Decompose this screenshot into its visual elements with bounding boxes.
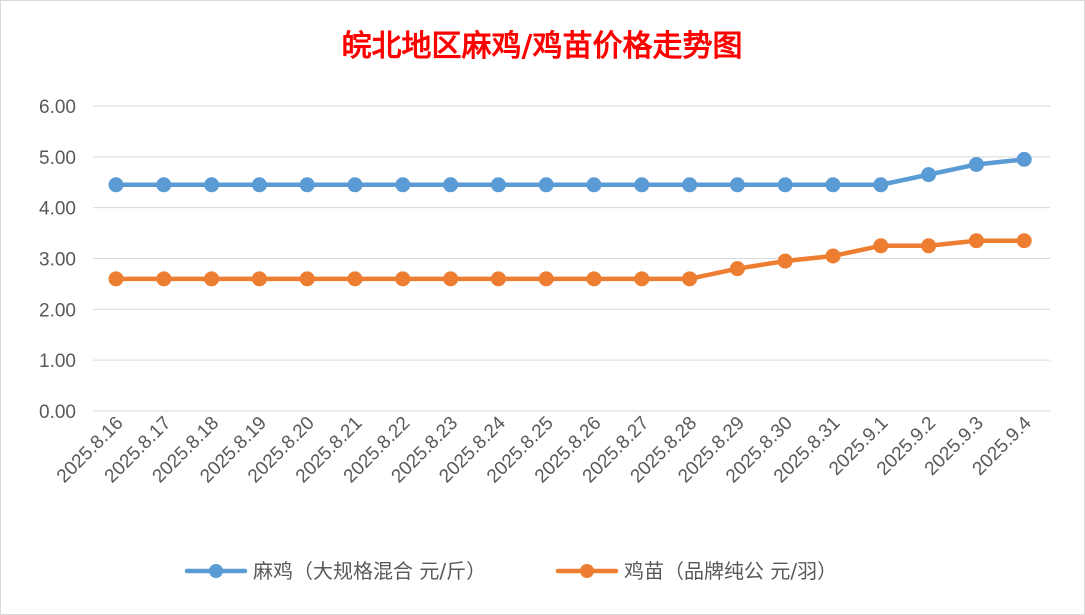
data-point xyxy=(825,177,841,193)
data-point xyxy=(538,271,554,287)
data-point xyxy=(251,177,267,193)
data-point xyxy=(777,253,793,269)
data-point xyxy=(538,177,554,193)
data-point xyxy=(156,271,172,287)
legend-label-2: 鸡苗（品牌纯公 元/羽） xyxy=(624,559,837,583)
data-point xyxy=(204,271,220,287)
data-point xyxy=(204,177,220,193)
y-tick-label: 6.00 xyxy=(39,97,76,118)
gridlines xyxy=(93,105,1050,412)
y-tick-label: 0.00 xyxy=(39,402,76,423)
data-point xyxy=(682,177,698,193)
legend-marker-1 xyxy=(209,564,223,578)
data-point xyxy=(634,177,650,193)
data-point xyxy=(1016,151,1032,167)
data-point xyxy=(682,271,698,287)
y-tick-label: 1.00 xyxy=(39,351,76,372)
data-point xyxy=(921,167,937,183)
data-point xyxy=(921,238,937,254)
y-tick-label: 5.00 xyxy=(39,148,76,169)
series-layer xyxy=(108,151,1032,287)
data-point xyxy=(156,177,172,193)
data-point xyxy=(443,177,459,193)
data-point xyxy=(347,271,363,287)
data-point xyxy=(490,271,506,287)
x-axis-ticks: 2025.8.162025.8.172025.8.182025.8.192025… xyxy=(53,412,1036,487)
data-point xyxy=(968,233,984,249)
series-line-2 xyxy=(113,238,1027,282)
data-point xyxy=(395,177,411,193)
data-point xyxy=(729,261,745,277)
data-point xyxy=(347,177,363,193)
data-point xyxy=(251,271,267,287)
y-tick-label: 3.00 xyxy=(39,250,76,271)
data-point xyxy=(443,271,459,287)
data-point xyxy=(299,271,315,287)
data-point xyxy=(395,271,411,287)
legend-label-1: 麻鸡（大规格混合 元/斤） xyxy=(253,559,486,583)
data-point xyxy=(873,238,889,254)
data-point xyxy=(729,177,745,193)
data-point xyxy=(825,248,841,264)
y-tick-label: 2.00 xyxy=(39,300,76,321)
data-point xyxy=(777,177,793,193)
data-point xyxy=(1016,233,1032,249)
legend: 麻鸡（大规格混合 元/斤） 鸡苗（品牌纯公 元/羽） xyxy=(184,559,837,583)
data-point xyxy=(634,271,650,287)
data-point xyxy=(490,177,506,193)
data-point xyxy=(586,177,602,193)
y-axis-ticks: 0.00 1.00 2.00 3.00 4.00 5.00 6.00 xyxy=(39,97,76,423)
series-line-1 xyxy=(113,157,1027,188)
data-point xyxy=(108,177,124,193)
y-tick-label: 4.00 xyxy=(39,199,76,220)
data-point xyxy=(968,156,984,172)
data-point xyxy=(108,271,124,287)
chart-title: 皖北地区麻鸡/鸡苗价格走势图 xyxy=(342,29,743,64)
data-point xyxy=(586,271,602,287)
data-point xyxy=(873,177,889,193)
legend-marker-2 xyxy=(580,564,594,578)
data-point xyxy=(299,177,315,193)
